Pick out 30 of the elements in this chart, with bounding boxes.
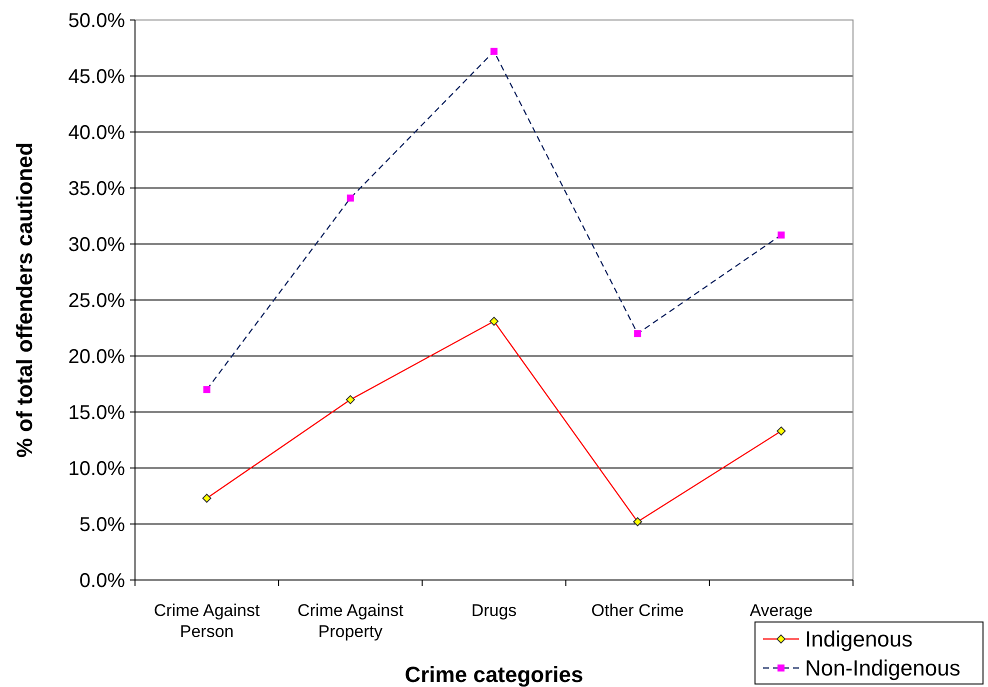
point (202, 494, 212, 503)
point (633, 517, 642, 526)
x-tick-label: Crime Against Person (154, 601, 260, 641)
y-tick-label: 40.0% (68, 122, 126, 144)
y-tick-label: 25.0% (68, 290, 126, 312)
point (203, 386, 210, 394)
x-axis-title: Crime categories (404, 662, 584, 687)
y-tick-label: 5.0% (79, 514, 126, 536)
point (490, 316, 498, 326)
y-tick-label: 35.0% (68, 178, 126, 200)
y-tick-label: 45.0% (68, 66, 126, 88)
point (634, 330, 642, 338)
y-tick-label: 15.0% (68, 402, 126, 424)
y-tick-label: 20.0% (68, 346, 126, 368)
x-tick-label: Crime Against Property (297, 601, 404, 641)
x-tick-label: Average (750, 601, 813, 620)
legend-label: Indigenous (805, 626, 913, 652)
point (776, 426, 786, 436)
legend-label: Non-Indigenous (805, 656, 960, 681)
point (346, 194, 354, 202)
x-tick-label: Drugs (471, 601, 517, 620)
point (490, 48, 498, 55)
y-tick-label: 50.0% (68, 10, 126, 32)
y-tick-label: 30.0% (68, 234, 126, 256)
y-tick-label: 10.0% (68, 458, 126, 480)
point (346, 395, 355, 404)
x-tick-label: Other Crime (591, 601, 684, 620)
y-axis-title: % of total offenders cautioned (12, 142, 37, 458)
point (778, 232, 785, 239)
y-tick-label: 0.0% (79, 570, 126, 592)
